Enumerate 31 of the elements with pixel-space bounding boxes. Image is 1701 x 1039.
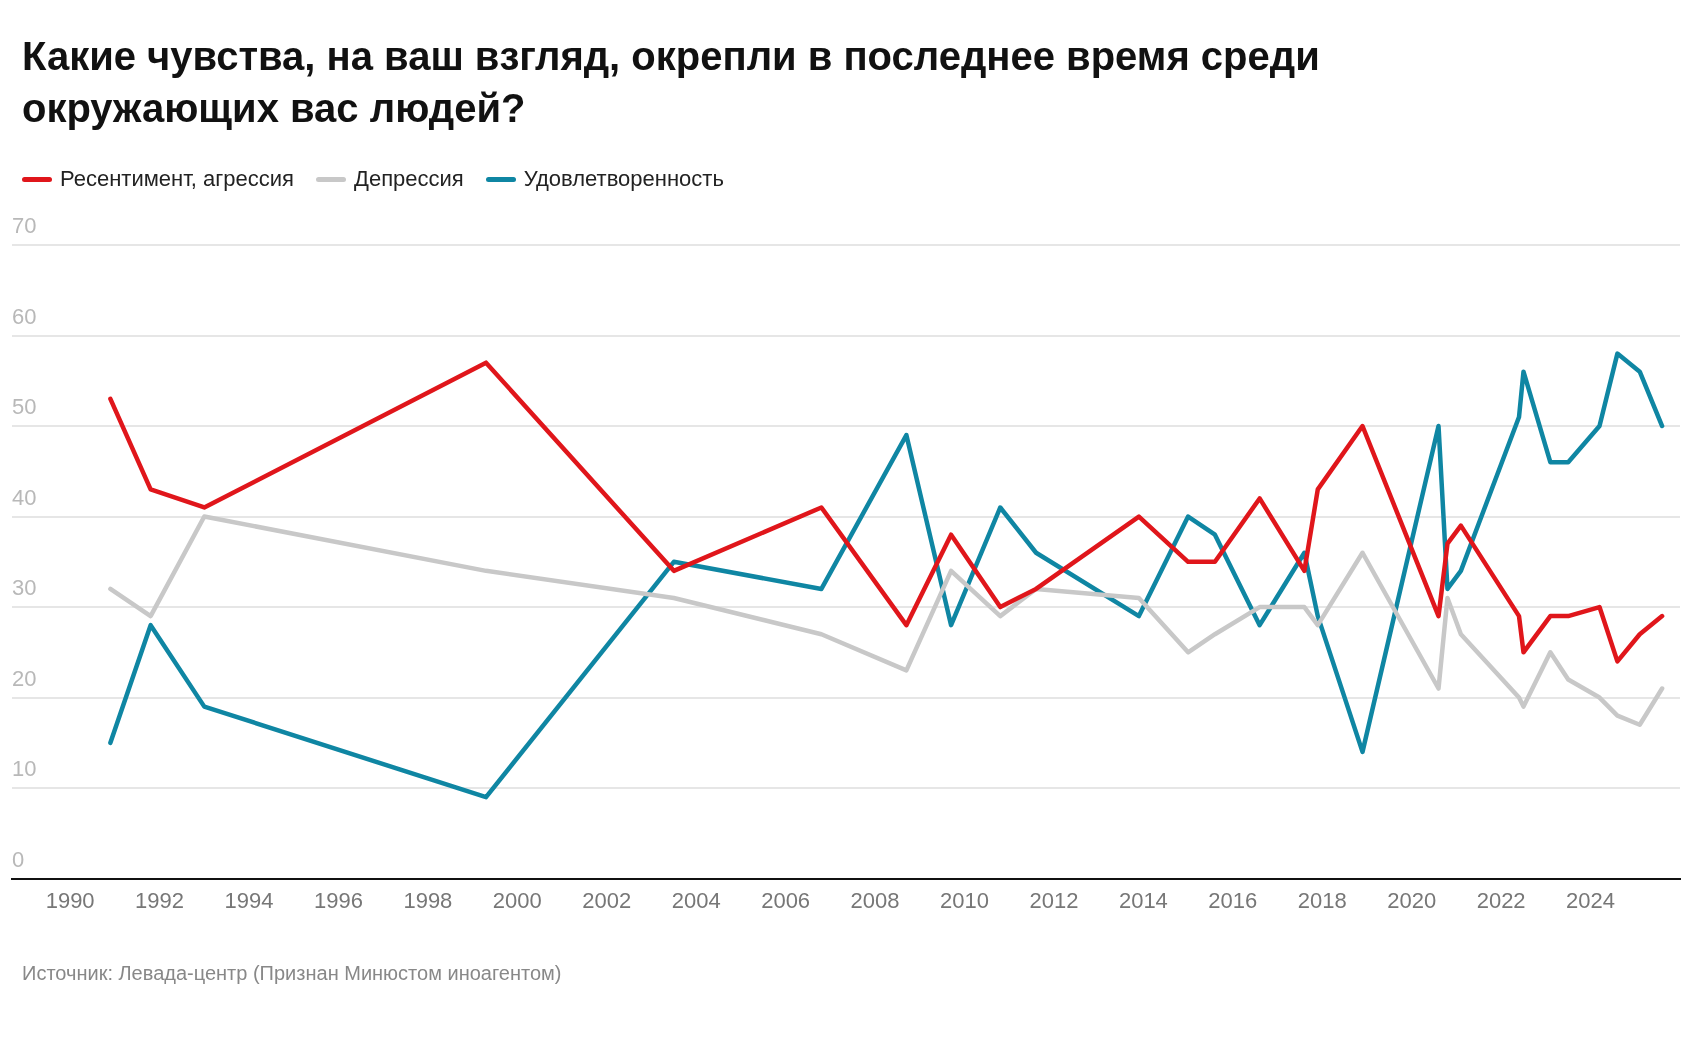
x-tick-label: 2014 — [1118, 887, 1168, 913]
y-tick-label: 50 — [12, 394, 37, 420]
x-tick-label: 2018 — [1297, 887, 1347, 913]
x-tick-label: 2022 — [1476, 887, 1526, 913]
legend-label: Ресентимент, агрессия — [60, 166, 294, 192]
x-tick-label: 1992 — [135, 887, 185, 913]
x-tick-label: 1994 — [224, 887, 274, 913]
x-tick-label: 1996 — [313, 887, 363, 913]
x-tick-label: 1998 — [403, 887, 453, 913]
x-tick-label: 2012 — [1029, 887, 1079, 913]
y-tick-label: 40 — [12, 484, 37, 510]
y-tick-label: 20 — [12, 665, 37, 691]
x-tick-label: 2010 — [940, 887, 989, 913]
x-tick-label: 2020 — [1387, 887, 1437, 913]
x-tick-label: 1990 — [45, 887, 95, 913]
y-tick-label: 60 — [12, 303, 37, 329]
y-tick-label: 0 — [12, 846, 25, 872]
y-tick-label: 30 — [12, 575, 37, 601]
x-tick-label: 2006 — [761, 887, 811, 913]
y-tick-label: 10 — [12, 756, 37, 782]
x-tick-label: 2004 — [671, 887, 721, 913]
x-tick-label: 2008 — [850, 887, 900, 913]
x-tick-label: 2024 — [1566, 887, 1616, 913]
y-tick-label: 70 — [12, 213, 37, 239]
legend-label: Удовлетворенность — [523, 166, 724, 192]
legend-label: Депрессия — [354, 166, 464, 192]
x-tick-label: 2002 — [582, 887, 632, 913]
text: Источник: Левада-центр (Признан Минюстом иноагентом) — [22, 962, 562, 985]
x-tick-label: 2000 — [492, 887, 542, 913]
chart-title: Какие чувства, на ваш взгляд, окрепли в последнее время среди окружающих вас людей? — [22, 33, 1321, 132]
x-tick-label: 2016 — [1208, 887, 1258, 913]
